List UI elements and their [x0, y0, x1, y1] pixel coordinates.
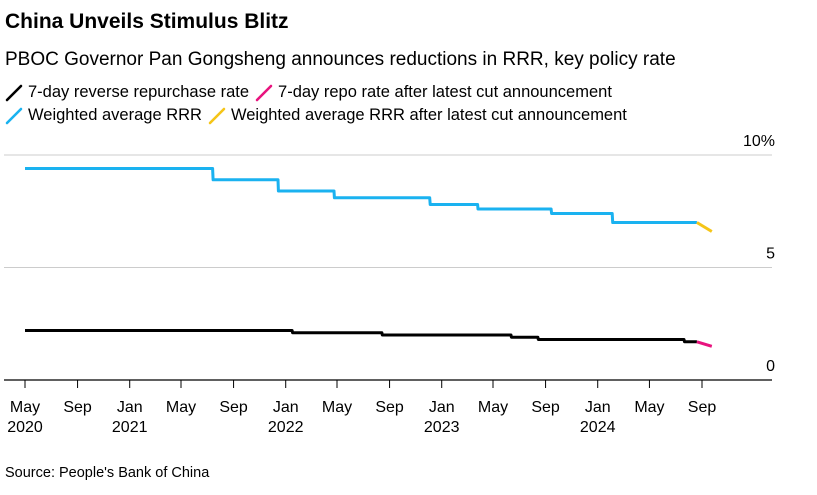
legend-swatch-icon [5, 84, 23, 102]
x-tick-label: Sep [688, 399, 717, 416]
x-tick-label: Jan [429, 399, 455, 416]
x-tick-year-label: 2023 [424, 419, 460, 436]
x-tick-label: May [166, 399, 196, 416]
x-tick-label: May [634, 399, 664, 416]
chart-title: China Unveils Stimulus Blitz [5, 10, 289, 33]
x-tick-label: Sep [219, 399, 248, 416]
legend-label: 7-day repo rate after latest cut announc… [278, 83, 612, 101]
legend-label: Weighted average RRR [28, 106, 202, 124]
series-line-0 [25, 167, 697, 224]
legend-item-reverse-repo: 7-day reverse repurchase rate [5, 81, 249, 104]
x-tick-year-label: 2022 [268, 419, 304, 436]
legend-row-2: Weighted average RRR Weighted average RR… [5, 104, 633, 127]
x-tick-year-label: 2020 [7, 419, 43, 436]
y-tick-label: 10% [743, 133, 775, 150]
source-note: Source: People's Bank of China [5, 465, 210, 481]
series-line-2 [25, 329, 697, 344]
x-tick-year-label: 2024 [580, 419, 616, 436]
x-tick-label: Jan [117, 399, 143, 416]
legend-item-repo-after-cut: 7-day repo rate after latest cut announc… [255, 81, 612, 104]
x-tick-label: Sep [375, 399, 404, 416]
legend-swatch-icon [5, 107, 23, 125]
x-tick-label: Jan [273, 399, 299, 416]
legend-item-rrr: Weighted average RRR [5, 104, 202, 127]
series-line-1 [696, 221, 713, 233]
y-axis-ticks: 0 5 10% [743, 133, 775, 375]
series-lines [25, 167, 713, 348]
y-tick-label: 5 [766, 246, 775, 263]
legend-item-rrr-after-cut: Weighted average RRR after latest cut an… [208, 104, 627, 127]
x-tick-label: Sep [63, 399, 92, 416]
x-tick-label: Sep [531, 399, 560, 416]
x-tick-year-label: 2021 [112, 419, 148, 436]
x-tick-label: May [322, 399, 352, 416]
legend-swatch-icon [208, 107, 226, 125]
legend-label: Weighted average RRR after latest cut an… [230, 106, 627, 124]
x-tick-label: May [478, 399, 508, 416]
y-tick-label: 0 [766, 358, 775, 375]
series-line-3 [696, 340, 713, 348]
x-axis: May 2020 Sep Jan 2021 May Sep Jan 2022 May Sep Jan 2… [7, 380, 716, 436]
legend-row-1: 7-day reverse repurchase rate 7-day repo… [5, 81, 633, 104]
chart-legend: 7-day reverse repurchase rate 7-day repo… [5, 81, 633, 127]
x-tick-label: Jan [585, 399, 611, 416]
legend-swatch-icon [255, 84, 273, 102]
x-tick-label: May [10, 399, 40, 416]
gridlines [4, 154, 772, 381]
chart-subtitle: PBOC Governor Pan Gongsheng announces re… [5, 49, 676, 70]
legend-label: 7-day reverse repurchase rate [28, 83, 250, 101]
